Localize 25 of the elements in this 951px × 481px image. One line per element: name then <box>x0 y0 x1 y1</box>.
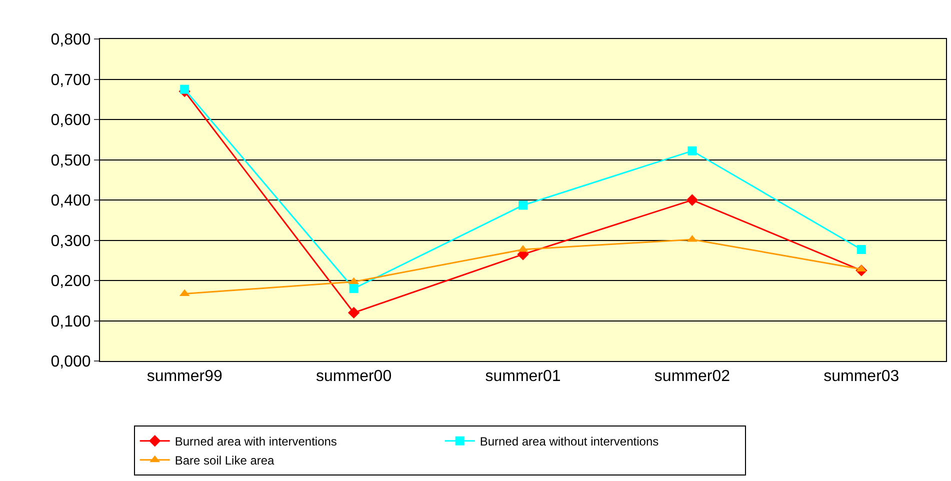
legend-label: Burned area without interventions <box>480 434 659 449</box>
point <box>686 194 698 206</box>
point <box>180 84 190 94</box>
point <box>349 284 358 294</box>
x-tick-label: summer00 <box>316 368 392 386</box>
point <box>348 306 360 319</box>
point <box>687 234 698 242</box>
legend-label: Bare soil Like area <box>174 454 275 468</box>
y-tick-label: 0,200 <box>50 273 91 290</box>
y-tick-label: 0,600 <box>50 112 91 130</box>
y-tick-label: 0,300 <box>50 232 91 250</box>
y-tick-label: 0,400 <box>50 192 91 210</box>
point <box>518 200 528 210</box>
y-tick-label: 0,000 <box>50 354 91 371</box>
y-tick-label: 0,500 <box>50 152 91 170</box>
y-tick-label: 0,100 <box>50 313 91 330</box>
point <box>688 146 697 156</box>
point <box>856 245 866 254</box>
x-tick-label: summer03 <box>824 368 900 386</box>
x-tick-label: summer01 <box>485 368 561 386</box>
y-tick-label: 0,700 <box>50 72 91 89</box>
y-tick-label: 0,800 <box>50 32 91 49</box>
x-tick-label: summer99 <box>146 368 222 386</box>
legend-label: Burned area with interventions <box>174 434 337 449</box>
x-tick-label: summer02 <box>654 368 730 386</box>
